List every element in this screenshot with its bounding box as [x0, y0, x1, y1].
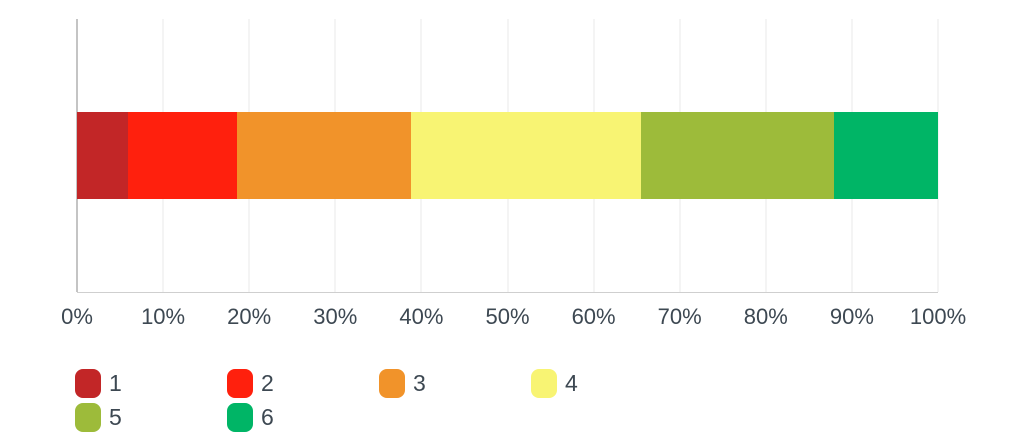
x-tick-label: 70% [657, 304, 702, 329]
bar-segment-2[interactable] [127, 112, 238, 199]
legend-item-4[interactable]: 4 [531, 369, 683, 398]
x-tick-label: 0% [61, 304, 93, 329]
legend-swatch-icon [227, 403, 253, 432]
legend-item-5[interactable]: 5 [75, 403, 227, 432]
legend-swatch-icon [227, 369, 253, 398]
legend-item-3[interactable]: 3 [379, 369, 531, 398]
bar-segment-3[interactable] [237, 112, 412, 199]
x-tick-label: 20% [227, 304, 272, 329]
legend-label: 6 [261, 404, 274, 430]
legend: 1 2 3 4 5 6 [75, 369, 683, 432]
bar-segment-5[interactable] [640, 112, 834, 199]
x-tick-label: 60% [571, 304, 616, 329]
x-tick-label: 100% [909, 304, 967, 329]
bar-segment-4[interactable] [411, 112, 641, 199]
legend-swatch-icon [75, 369, 101, 398]
x-tick-label: 40% [399, 304, 444, 329]
legend-label: 5 [109, 404, 122, 430]
legend-swatch-icon [75, 403, 101, 432]
legend-label: 2 [261, 370, 274, 396]
x-axis: 0% 10% 20% 30% 40% 50% 60% 70% 80% 90% 100% [61, 304, 966, 334]
plot-area [76, 19, 939, 293]
stacked-bar [77, 112, 938, 199]
legend-swatch-icon [531, 369, 557, 398]
legend-item-1[interactable]: 1 [75, 369, 227, 398]
bar-segment-1[interactable] [77, 112, 128, 199]
legend-item-2[interactable]: 2 [227, 369, 379, 398]
legend-item-6[interactable]: 6 [227, 403, 379, 432]
x-tick-label: 30% [313, 304, 358, 329]
legend-label: 3 [413, 370, 426, 396]
x-tick-label: 90% [829, 304, 874, 329]
legend-label: 1 [109, 370, 122, 396]
legend-label: 4 [565, 370, 578, 396]
x-tick-label: 50% [485, 304, 530, 329]
bar-segment-6[interactable] [833, 112, 938, 199]
x-tick-label: 80% [743, 304, 788, 329]
x-tick-label: 10% [141, 304, 186, 329]
legend-swatch-icon [379, 369, 405, 398]
gridline [937, 19, 939, 292]
